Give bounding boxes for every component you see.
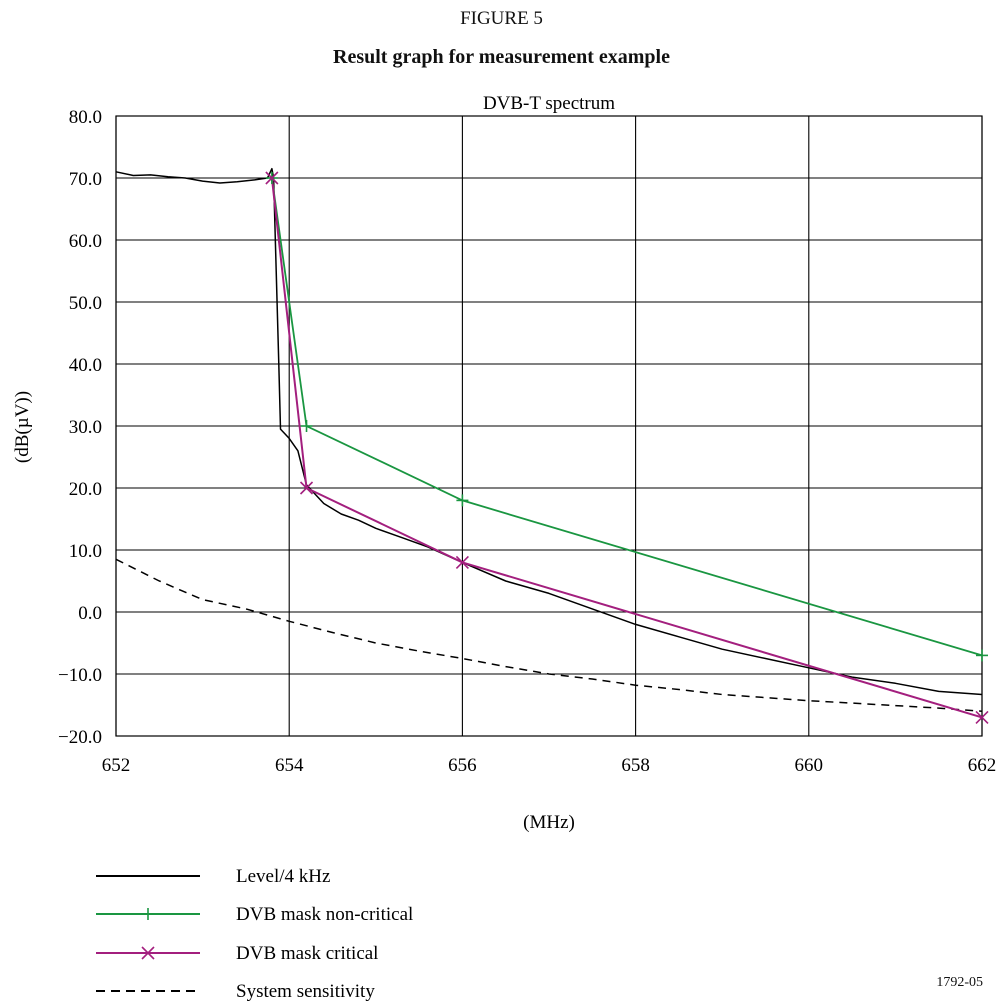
y-tick-label: 10.0 (69, 541, 102, 562)
data-point-dvb-mask-critical (265, 171, 279, 185)
data-point-dvb-mask-critical (975, 710, 989, 724)
y-tick-label: 30.0 (69, 417, 102, 438)
y-tick-label: 80.0 (69, 107, 102, 128)
y-tick-label: −20.0 (58, 727, 102, 748)
plot-area-frame (115, 115, 983, 737)
grid-lines (115, 115, 983, 737)
legend-label: DVB mask non-critical (236, 904, 413, 925)
y-tick-label: 70.0 (69, 169, 102, 190)
y-tick-label: 60.0 (69, 231, 102, 252)
data-point-dvb-mask-non-critical (976, 649, 988, 662)
y-tick-label: 20.0 (69, 479, 102, 500)
data-point-dvb-mask-non-critical (456, 494, 469, 507)
x-tick-label: 658 (621, 755, 650, 776)
chart-legend: Level/4 kHz DVB mask non-critical DVB mask… (96, 866, 413, 1002)
series-layer (115, 167, 983, 719)
y-tick-label: 0.0 (78, 603, 102, 624)
document-code: 1792-05 (936, 975, 983, 990)
x-tick-labels: 652 654 656 658 660 662 (102, 755, 997, 776)
y-tick-label: 50.0 (69, 293, 102, 314)
series-line-dvb-mask-critical (270, 177, 983, 719)
x-tick-label: 660 (795, 755, 824, 776)
series-line-system-sensitivity (115, 558, 983, 712)
y-tick-label: 40.0 (69, 355, 102, 376)
y-axis-label: (dB(µV)) (12, 391, 33, 463)
series-line-dvb-mask-non-critical (271, 177, 983, 657)
legend-item: DVB mask non-critical (96, 904, 413, 925)
legend-label: System sensitivity (236, 981, 375, 1002)
data-point-dvb-mask-critical (299, 481, 314, 495)
series-line-level-4-khz (115, 167, 983, 696)
data-point-dvb-mask-non-critical (300, 420, 313, 432)
legend-item: DVB mask critical (96, 943, 378, 964)
legend-label: Level/4 kHz (236, 866, 330, 887)
y-tick-label: −10.0 (58, 665, 102, 686)
chart-title: DVB-T spectrum (483, 93, 615, 114)
legend-marker (142, 908, 154, 920)
figure-label: FIGURE 5 (460, 8, 543, 29)
data-point-dvb-mask-critical (455, 555, 469, 569)
legend-label: DVB mask critical (236, 943, 378, 964)
x-tick-label: 662 (968, 755, 997, 776)
x-tick-label: 654 (275, 755, 304, 776)
marker-layer (265, 171, 989, 724)
legend-marker (141, 946, 155, 960)
legend-item: Level/4 kHz (96, 866, 330, 887)
y-tick-labels: 80.0 70.0 60.0 50.0 40.0 30.0 20.0 10.0 0.0 −10.0… (58, 107, 102, 748)
figure-title: Result graph for measurement example (333, 46, 670, 68)
x-tick-label: 652 (102, 755, 131, 776)
x-tick-label: 656 (448, 755, 477, 776)
legend-item: System sensitivity (96, 981, 375, 1002)
x-axis-label: (MHz) (523, 812, 575, 833)
